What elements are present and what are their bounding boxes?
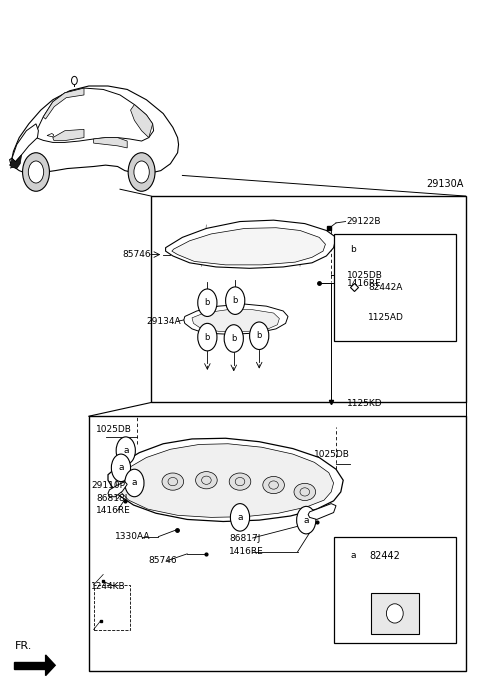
Text: b: b xyxy=(204,332,210,342)
Circle shape xyxy=(111,454,131,482)
Polygon shape xyxy=(47,133,54,137)
Text: 1416RE: 1416RE xyxy=(347,279,381,288)
Bar xyxy=(151,196,466,402)
Text: 29134A: 29134A xyxy=(146,316,181,326)
Circle shape xyxy=(23,153,49,191)
Text: 86818J: 86818J xyxy=(96,494,127,504)
Polygon shape xyxy=(35,88,154,142)
Text: 29110P: 29110P xyxy=(91,480,125,490)
Polygon shape xyxy=(108,438,343,522)
Text: 1330AA: 1330AA xyxy=(115,532,151,541)
Text: 85746: 85746 xyxy=(149,556,178,566)
Circle shape xyxy=(198,289,217,316)
Circle shape xyxy=(128,153,155,191)
Polygon shape xyxy=(14,662,46,669)
Text: b: b xyxy=(256,331,262,341)
Polygon shape xyxy=(192,310,279,332)
Text: 1416RE: 1416RE xyxy=(229,547,264,557)
Text: a: a xyxy=(132,478,137,488)
Bar xyxy=(89,416,466,671)
Circle shape xyxy=(125,469,144,497)
Polygon shape xyxy=(43,88,84,119)
Text: a: a xyxy=(350,551,356,560)
Circle shape xyxy=(343,542,362,570)
Bar xyxy=(94,585,130,630)
Text: b: b xyxy=(231,334,237,343)
Text: 82442A: 82442A xyxy=(368,283,403,292)
Circle shape xyxy=(226,287,245,314)
Bar xyxy=(371,593,419,634)
Polygon shape xyxy=(172,228,325,265)
Polygon shape xyxy=(184,304,288,334)
Circle shape xyxy=(343,236,362,264)
Text: 29130A: 29130A xyxy=(426,179,463,189)
Polygon shape xyxy=(53,129,84,140)
Text: 1025DB: 1025DB xyxy=(314,449,350,459)
Text: a: a xyxy=(303,515,309,525)
Polygon shape xyxy=(166,220,336,268)
Circle shape xyxy=(224,325,243,352)
Text: b: b xyxy=(350,246,356,255)
Circle shape xyxy=(116,437,135,464)
Text: 85746: 85746 xyxy=(122,250,151,259)
Text: 1244KB: 1244KB xyxy=(91,581,126,591)
Circle shape xyxy=(28,161,44,183)
Circle shape xyxy=(297,506,316,534)
Ellipse shape xyxy=(196,472,217,488)
Circle shape xyxy=(230,504,250,531)
Text: 1025DB: 1025DB xyxy=(96,425,132,435)
Text: b: b xyxy=(204,298,210,308)
Ellipse shape xyxy=(229,473,251,490)
Circle shape xyxy=(198,323,217,351)
Text: 1125KD: 1125KD xyxy=(347,399,382,409)
Bar xyxy=(334,537,456,643)
Polygon shape xyxy=(94,138,127,148)
Text: FR.: FR. xyxy=(14,641,32,651)
Circle shape xyxy=(250,322,269,350)
Text: 86817J: 86817J xyxy=(229,533,261,543)
Text: a: a xyxy=(118,463,124,473)
Polygon shape xyxy=(108,482,127,497)
Polygon shape xyxy=(116,444,334,517)
Polygon shape xyxy=(10,155,22,169)
Ellipse shape xyxy=(386,604,403,623)
Text: 29122B: 29122B xyxy=(347,217,381,226)
Polygon shape xyxy=(12,124,38,162)
Text: 1025DB: 1025DB xyxy=(347,270,383,280)
Bar xyxy=(334,234,456,341)
Polygon shape xyxy=(10,86,179,173)
Text: a: a xyxy=(237,513,243,522)
Ellipse shape xyxy=(294,483,316,501)
Polygon shape xyxy=(131,105,153,138)
Ellipse shape xyxy=(162,473,184,490)
Text: a: a xyxy=(123,446,129,455)
Polygon shape xyxy=(308,504,336,519)
Polygon shape xyxy=(46,655,55,676)
Text: 82442: 82442 xyxy=(370,551,400,561)
Text: b: b xyxy=(232,296,238,305)
Ellipse shape xyxy=(263,477,284,494)
Text: 1125AD: 1125AD xyxy=(368,312,404,321)
Text: 1416RE: 1416RE xyxy=(96,506,131,515)
Circle shape xyxy=(134,161,149,183)
